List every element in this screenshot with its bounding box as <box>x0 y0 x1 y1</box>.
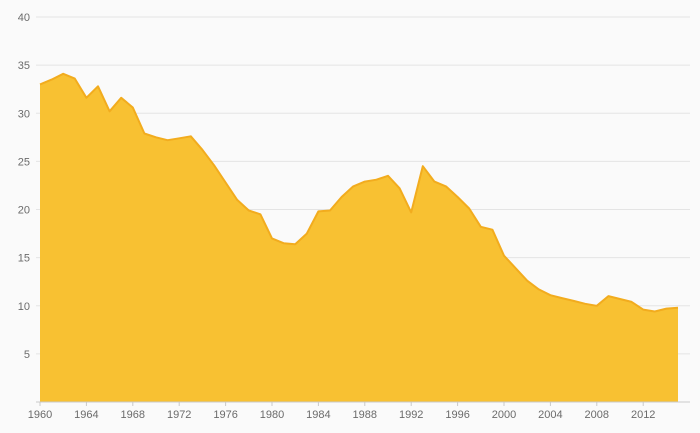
x-tick-label: 2000 <box>492 409 516 421</box>
y-tick-label: 30 <box>18 108 30 120</box>
series-line <box>39 72 679 313</box>
y-tick-label: 10 <box>18 301 30 313</box>
y-tick-label: 20 <box>18 205 30 217</box>
x-tick-label: 1988 <box>353 409 377 421</box>
x-tick-label: 2008 <box>585 409 609 421</box>
x-tick-label: 1968 <box>121 409 145 421</box>
x-tick-label: 1992 <box>399 409 423 421</box>
y-tick-label: 5 <box>24 349 30 361</box>
x-tick-label: 1960 <box>28 409 52 421</box>
x-tick-label: 1996 <box>445 409 469 421</box>
y-tick-label: 35 <box>18 60 30 72</box>
x-tick-label: 1972 <box>167 409 191 421</box>
x-axis-labels: 1960 1964 1968 1972 1976 1980 1984 1988 1992 1996… <box>28 402 655 421</box>
y-tick-label: 25 <box>18 156 30 168</box>
area-series <box>40 73 678 403</box>
y-tick-label: 15 <box>18 253 30 265</box>
x-tick-label: 1980 <box>260 409 284 421</box>
x-tick-label: 1984 <box>306 409 330 421</box>
y-tick-label: 40 <box>18 12 30 24</box>
y-axis-labels: 5 10 15 20 25 30 35 40 <box>18 12 30 361</box>
x-tick-label: 2012 <box>631 409 655 421</box>
x-tick-label: 1964 <box>74 409 98 421</box>
x-tick-label: 1976 <box>213 409 237 421</box>
x-tick-label: 2004 <box>538 409 562 421</box>
